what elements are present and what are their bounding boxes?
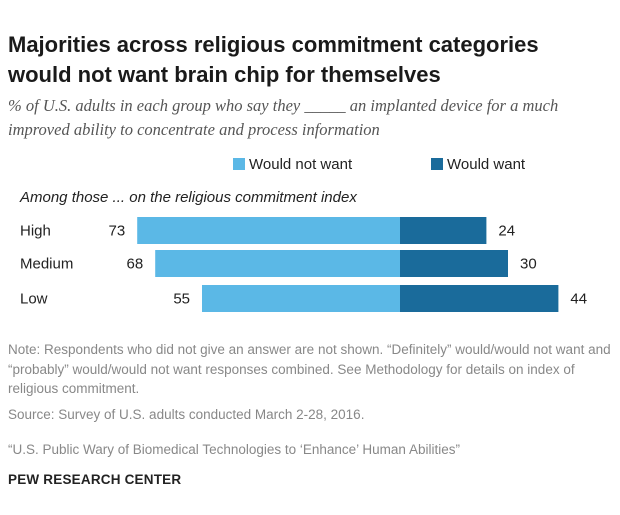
legend-swatch-would-not-want [233, 158, 245, 170]
bar-would-want-high [400, 217, 487, 244]
bar-would-not-want-medium [155, 250, 400, 277]
value-label-would-want-high: 24 [498, 223, 515, 240]
legend-label-would-not-want: Would not want [249, 156, 353, 173]
bar-would-not-want-low [202, 285, 400, 312]
report-title: “U.S. Public Wary of Biomedical Technolo… [8, 442, 460, 457]
bars-group: High 73 24 Medium 68 30 Low 55 44 [20, 217, 587, 312]
value-label-would-not-want-medium: 68 [127, 256, 144, 273]
bar-would-want-low [400, 285, 559, 312]
bar-chart: Would not want Would want Among those ...… [19, 156, 587, 312]
value-label-would-want-low: 44 [570, 291, 587, 308]
value-label-would-not-want-high: 73 [109, 223, 126, 240]
value-label-would-want-medium: 30 [520, 256, 537, 273]
bar-would-want-medium [400, 250, 508, 277]
value-label-would-not-want-low: 55 [173, 291, 190, 308]
organization-name: PEW RESEARCH CENTER [8, 472, 182, 487]
chart-source: Source: Survey of U.S. adults conducted … [8, 407, 365, 422]
chart-title: Majorities across religious commitment c… [8, 32, 539, 87]
category-label-medium: Medium [20, 256, 73, 273]
category-label-low: Low [20, 291, 48, 308]
chart-note: Note: Respondents who did not give an an… [8, 342, 611, 396]
legend-swatch-would-want [431, 158, 443, 170]
chart-subtitle: % of U.S. adults in each group who say t… [8, 96, 559, 139]
legend: Would not want Would want [233, 156, 526, 173]
bar-would-not-want-high [137, 217, 400, 244]
category-label-high: High [20, 223, 51, 240]
legend-label-would-want: Would want [447, 156, 526, 173]
group-heading: Among those ... on the religious commitm… [19, 189, 357, 206]
